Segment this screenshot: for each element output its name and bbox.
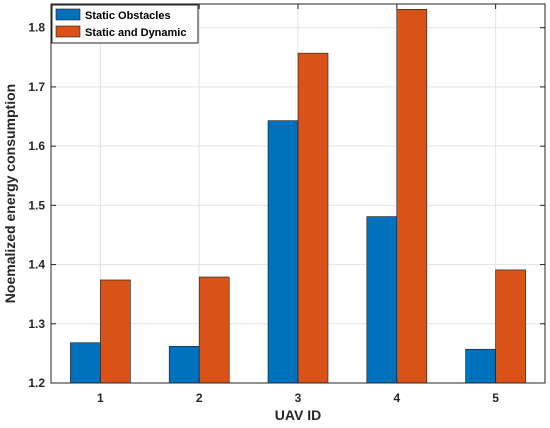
y-tick-label: 1.6 (28, 139, 45, 153)
bar-static-and-dynamic-2 (198, 276, 230, 384)
bars (70, 9, 526, 384)
x-axis-label: UAV ID (275, 407, 321, 423)
x-tick-label: 4 (393, 391, 400, 405)
bar-static-and-dynamic-5 (495, 269, 526, 384)
bar-static-obstacles-2 (168, 345, 200, 384)
bar-static-obstacles-5 (465, 348, 496, 384)
bar-static-and-dynamic-3 (297, 52, 329, 384)
y-axis-ticks: 1.2 1.3 1.4 1.5 1.6 1.7 1.8 (28, 21, 545, 390)
y-axis-label: Noemalized energy consumption (2, 84, 18, 303)
y-tick-label: 1.5 (28, 198, 45, 212)
bar-static-obstacles-1 (70, 342, 101, 384)
bar-static-and-dynamic-4 (396, 9, 428, 384)
x-tick-label: 5 (492, 391, 499, 405)
bar-static-obstacles-3 (267, 120, 299, 384)
legend-swatch-static-and-dynamic (55, 25, 81, 38)
legend-label-static-and-dynamic: Static and Dynamic (85, 27, 186, 39)
legend-swatch-static-obstacles (55, 8, 81, 21)
x-tick-label: 1 (97, 391, 104, 405)
y-tick-label: 1.7 (28, 80, 45, 94)
y-tick-label: 1.3 (28, 317, 45, 331)
bar-static-and-dynamic-1 (100, 279, 131, 384)
y-tick-label: 1.2 (28, 376, 45, 390)
bar-static-obstacles-4 (366, 216, 398, 384)
x-tick-label: 3 (295, 391, 302, 405)
y-tick-label: 1.4 (28, 258, 45, 272)
x-tick-label: 2 (196, 391, 203, 405)
y-tick-label: 1.8 (28, 21, 45, 35)
legend-label-static-obstacles: Static Obstacles (85, 10, 171, 22)
legend: Static Obstacles Static and Dynamic (51, 4, 199, 44)
